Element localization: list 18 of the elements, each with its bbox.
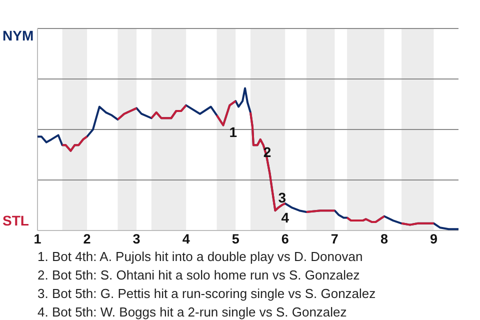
x-tick-label: 5: [232, 232, 240, 246]
text: STL: [2, 212, 30, 228]
annotation: 4: [281, 210, 290, 226]
x-tick-label: 7: [330, 232, 338, 246]
x-tick-label: 3: [132, 232, 141, 246]
x-tick-label: 6: [281, 232, 290, 246]
text: 1. Bot 4th: A. Pujols hit into a double play vs D. Donovan: [38, 249, 363, 264]
x-tick-label: 8: [380, 232, 388, 246]
text: 2. Bot 5th: S. Ohtani hit a solo home run vs S. Gonzalez: [38, 268, 360, 282]
x-tick-label: 1: [34, 232, 42, 246]
text: NYM: [2, 28, 34, 44]
text: 3. Bot 5th: G. Pettis hit a run-scoring single vs S. Gonzalez: [38, 286, 376, 301]
annotation: 3: [278, 190, 286, 206]
x-tick-label: 9: [430, 232, 438, 246]
text: 4. Bot 5th: W. Boggs hit a 2-run single vs S. Gonzalez: [38, 304, 347, 320]
annotation: 1: [229, 124, 238, 140]
x-tick-label: 4: [182, 232, 190, 246]
x-tick-label: 2: [83, 232, 91, 246]
